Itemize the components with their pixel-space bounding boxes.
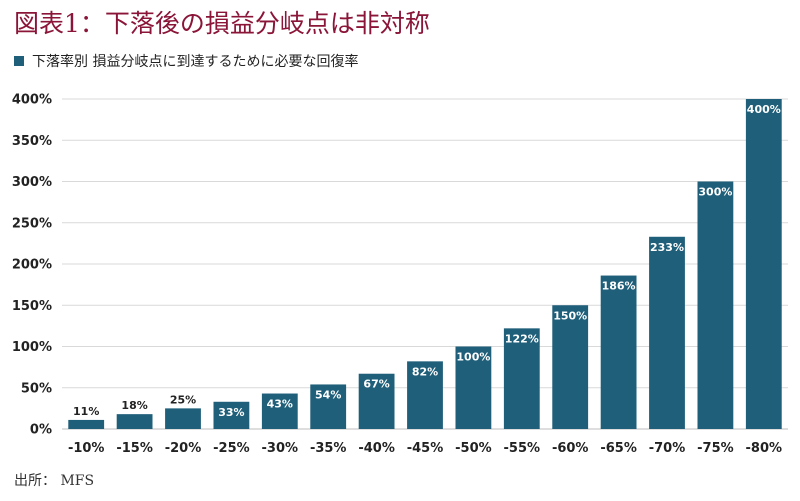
x-tick-label: -30% bbox=[262, 441, 299, 456]
bar bbox=[503, 328, 540, 429]
data-label: 18% bbox=[121, 399, 147, 412]
y-tick-label: 400% bbox=[12, 93, 52, 108]
data-label: 82% bbox=[412, 365, 438, 378]
y-tick-label: 300% bbox=[12, 175, 52, 190]
bar bbox=[310, 384, 347, 429]
source-note: 出所： MFS bbox=[14, 473, 95, 489]
bar bbox=[745, 99, 782, 429]
bar bbox=[358, 373, 395, 429]
x-tick-label: -70% bbox=[649, 441, 686, 456]
x-tick-label: -25% bbox=[213, 441, 250, 456]
x-tick-label: -50% bbox=[455, 441, 492, 456]
bar bbox=[261, 393, 298, 429]
y-tick-label: 250% bbox=[12, 216, 52, 231]
x-tick-label: -65% bbox=[600, 441, 637, 456]
y-tick-label: 350% bbox=[12, 134, 52, 149]
bar bbox=[213, 401, 250, 429]
data-label: 300% bbox=[698, 186, 732, 199]
data-label: 67% bbox=[363, 378, 389, 391]
bar bbox=[649, 236, 685, 429]
x-tick-label: -40% bbox=[358, 441, 395, 456]
data-label: 25% bbox=[170, 393, 196, 406]
y-tick-label: 200% bbox=[12, 258, 52, 273]
legend: 下落率別 損益分岐点に到達するために必要な回復率 bbox=[14, 51, 358, 71]
x-tick-label: -75% bbox=[697, 441, 734, 456]
bar bbox=[697, 181, 734, 429]
x-tick-label: -20% bbox=[165, 441, 202, 456]
bar bbox=[407, 361, 443, 429]
x-tick-label: -45% bbox=[407, 441, 444, 456]
bar bbox=[552, 305, 589, 429]
bar bbox=[116, 414, 153, 429]
bar bbox=[600, 275, 637, 429]
data-label: 186% bbox=[602, 280, 636, 293]
x-tick-label: -55% bbox=[504, 441, 541, 456]
x-tick-label: -15% bbox=[116, 441, 153, 456]
data-label: 122% bbox=[505, 332, 539, 345]
data-label: 33% bbox=[218, 406, 244, 419]
x-tick-label: -10% bbox=[68, 441, 105, 456]
legend-swatch bbox=[14, 56, 24, 66]
x-tick-label: -60% bbox=[552, 441, 589, 456]
y-tick-label: 0% bbox=[30, 423, 52, 438]
bar bbox=[165, 408, 201, 429]
data-label: 11% bbox=[73, 405, 99, 418]
x-tick-label: -35% bbox=[310, 441, 347, 456]
data-label: 150% bbox=[553, 309, 587, 322]
bar bbox=[455, 346, 492, 429]
bar bbox=[68, 419, 105, 429]
legend-label: 下落率別 損益分岐点に到達するために必要な回復率 bbox=[32, 54, 359, 70]
y-tick-label: 100% bbox=[12, 340, 52, 355]
x-tick-label: -80% bbox=[746, 441, 783, 456]
data-label: 400% bbox=[747, 103, 781, 116]
data-label: 233% bbox=[650, 241, 684, 254]
y-tick-label: 150% bbox=[12, 299, 52, 314]
chart-title: 図表1：下落後の損益分岐点は非対称 bbox=[14, 9, 430, 38]
y-tick-label: 50% bbox=[21, 381, 52, 396]
data-label: 54% bbox=[315, 388, 341, 401]
data-label: 43% bbox=[267, 398, 293, 411]
data-label: 100% bbox=[456, 351, 490, 364]
